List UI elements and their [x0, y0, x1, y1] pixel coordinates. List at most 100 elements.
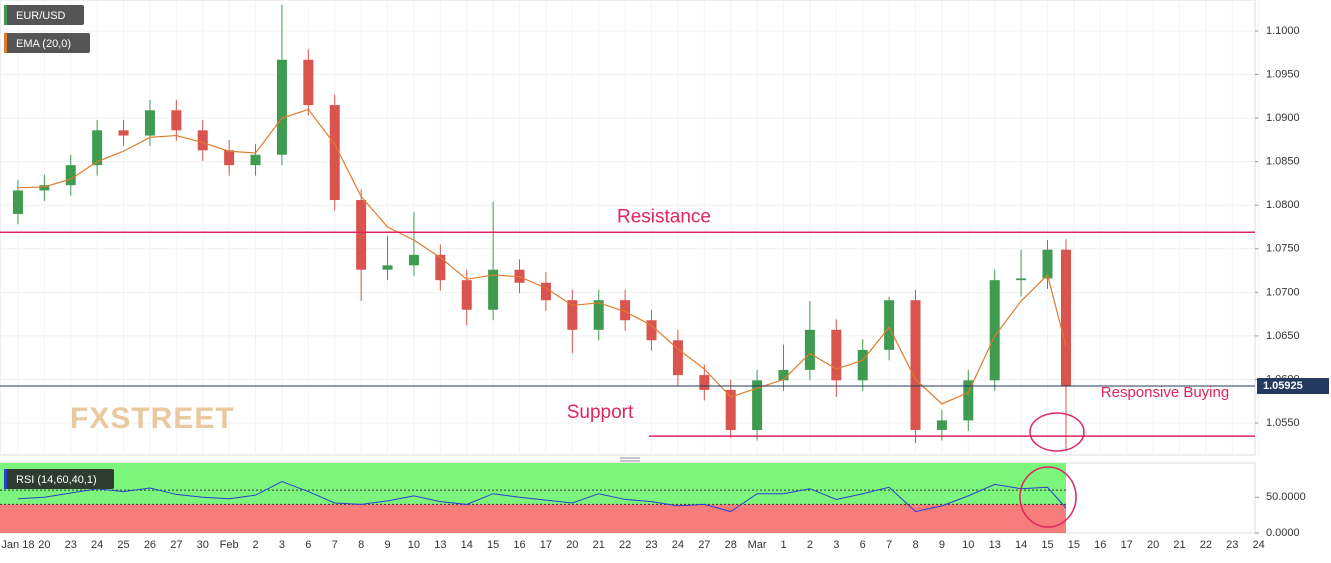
- x-tick-label: 8: [912, 539, 918, 551]
- y-tick-label: 1.0550: [1266, 417, 1300, 429]
- highlight-circle: [1019, 466, 1077, 528]
- candle-body: [936, 420, 947, 430]
- x-tick-label: Jan 18: [1, 539, 34, 551]
- main-pane: [0, 0, 1256, 456]
- x-tick-label: 7: [886, 539, 892, 551]
- x-tick-label: Feb: [220, 539, 239, 551]
- price-tag: [1257, 378, 1329, 395]
- x-tick-label: 24: [672, 539, 684, 551]
- x-tick-label: 25: [117, 539, 129, 551]
- x-tick-label: 16: [1094, 539, 1106, 551]
- candle-body: [92, 130, 103, 166]
- candle-body: [488, 269, 499, 310]
- candle-body: [1060, 249, 1071, 386]
- x-tick-label: 15: [487, 539, 499, 551]
- x-tick-label: 3: [833, 539, 839, 551]
- candle-body: [276, 59, 287, 155]
- candle-body: [329, 105, 340, 201]
- x-tick-label: 9: [939, 539, 945, 551]
- candle-body: [435, 254, 446, 281]
- rsi-line: [17, 481, 1067, 513]
- y-tick-label: 0.0000: [1266, 527, 1300, 539]
- x-tick-label: 20: [566, 539, 578, 551]
- x-tick-label: 24: [1253, 539, 1265, 551]
- candle-body: [408, 254, 419, 266]
- candle-body: [989, 280, 1000, 381]
- x-tick-label: 2: [252, 539, 258, 551]
- candle-body: [224, 150, 235, 166]
- candle-body: [197, 130, 208, 151]
- candle-body: [910, 300, 921, 430]
- x-tick-label: 23: [65, 539, 77, 551]
- candle-body: [857, 349, 868, 381]
- grid: [0, 0, 1260, 534]
- x-tick-label: 17: [540, 539, 552, 551]
- x-tick-label: Mar: [748, 539, 767, 551]
- y-tick-label: 1.0900: [1266, 112, 1300, 124]
- candle-body: [699, 375, 710, 390]
- y-tick-label: 1.0950: [1266, 68, 1300, 80]
- y-tick-label: 1.0850: [1266, 156, 1300, 168]
- x-tick-label: 20: [1147, 539, 1159, 551]
- candle-body: [65, 165, 76, 186]
- x-tick-label: 23: [645, 539, 657, 551]
- candle-body: [725, 389, 736, 430]
- x-tick-label: 26: [144, 539, 156, 551]
- candle-body: [778, 369, 789, 381]
- x-tick-label: 21: [1173, 539, 1185, 551]
- x-tick-label: 6: [305, 539, 311, 551]
- x-tick-label: 9: [384, 539, 390, 551]
- x-tick-label: 7: [332, 539, 338, 551]
- candle-body: [540, 282, 551, 301]
- x-tick-label: 15: [1041, 539, 1053, 551]
- candle-body: [171, 110, 182, 131]
- candle-body: [250, 154, 261, 166]
- legend-swatch: [4, 5, 7, 25]
- x-tick-label: 21: [593, 539, 605, 551]
- candle-body: [144, 110, 155, 136]
- x-tick-label: 8: [358, 539, 364, 551]
- legend-swatch: [4, 33, 7, 53]
- legend-label: EUR/USD: [16, 10, 66, 22]
- x-tick-label: 17: [1121, 539, 1133, 551]
- candle-body: [303, 59, 314, 106]
- candle-body: [1042, 249, 1053, 279]
- annotation: Resistance: [617, 206, 711, 227]
- candle-body: [567, 300, 578, 330]
- x-tick-label: 16: [513, 539, 525, 551]
- x-tick-label: 28: [725, 539, 737, 551]
- y-tick-label: 1.0700: [1266, 286, 1300, 298]
- candle-body: [1016, 278, 1027, 281]
- candle-body: [118, 130, 129, 136]
- candle-body: [831, 329, 842, 381]
- x-tick-label: 30: [197, 539, 209, 551]
- highlight-circle: [1029, 412, 1085, 452]
- price-tag-label: 1.05925: [1263, 380, 1303, 392]
- x-tick-label: 23: [1226, 539, 1238, 551]
- x-tick-label: 24: [91, 539, 103, 551]
- watermark: FXSTREET: [70, 402, 235, 435]
- candle-body: [12, 190, 23, 214]
- candle-body: [672, 340, 683, 376]
- legend-label: EMA (20,0): [16, 38, 71, 50]
- x-tick-label: 10: [962, 539, 974, 551]
- candle-body: [646, 320, 657, 341]
- rsi-zones: [0, 463, 1066, 533]
- x-tick-label: 2: [807, 539, 813, 551]
- y-tick-label: 1.1000: [1266, 25, 1300, 37]
- rsi-title: RSI (14,60,40,1): [16, 474, 97, 486]
- y-tick-label: 50.0000: [1266, 491, 1306, 503]
- candle-body: [804, 329, 815, 370]
- x-tick-label: 22: [619, 539, 631, 551]
- y-tick-label: 1.0800: [1266, 199, 1300, 211]
- annotation: Support: [567, 402, 634, 423]
- x-tick-label: 10: [408, 539, 420, 551]
- x-tick-label: 20: [38, 539, 50, 551]
- legend-box: [4, 469, 114, 489]
- x-tick-label: 14: [1015, 539, 1027, 551]
- candle-body: [963, 380, 974, 421]
- y-tick-label: 1.0650: [1266, 330, 1300, 342]
- x-tick-label: 14: [461, 539, 473, 551]
- oversold-zone: [0, 504, 1066, 533]
